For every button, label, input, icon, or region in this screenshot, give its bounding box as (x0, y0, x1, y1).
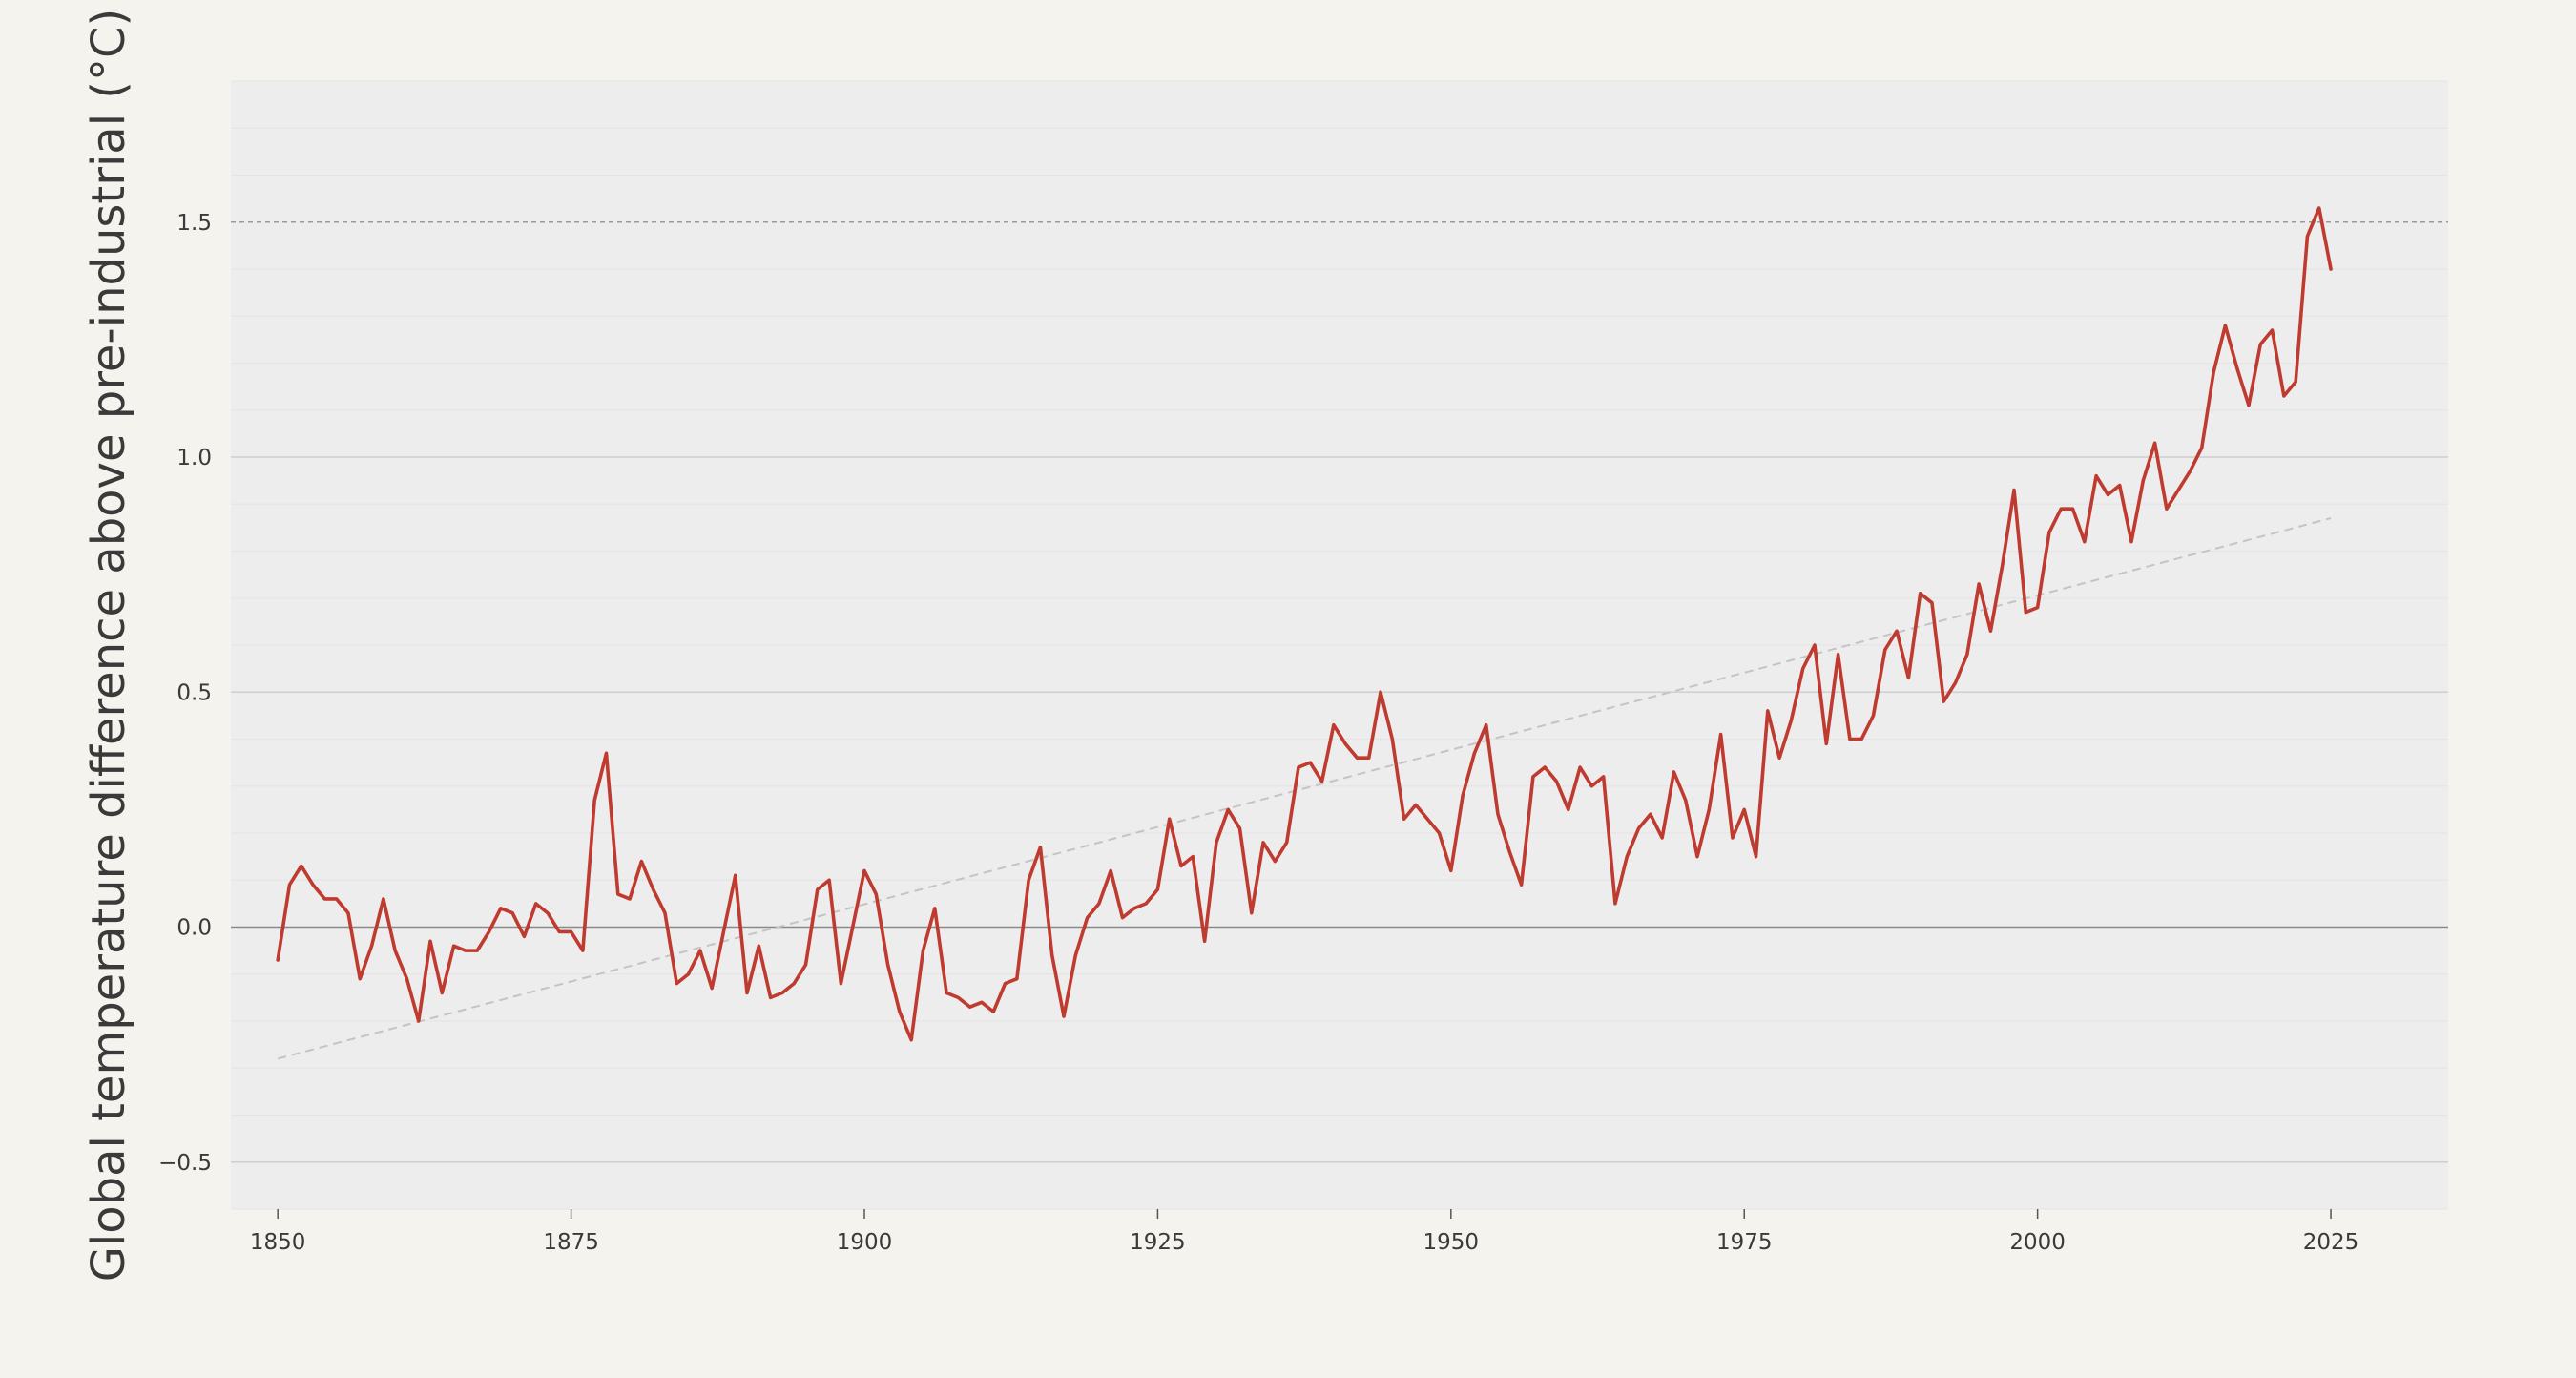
x-axis: 1850 1875 1900 1925 1950 1975 2000 2025 (250, 1209, 2358, 1255)
x-tick-label: 1925 (1130, 1230, 1186, 1255)
x-tick-label: 1900 (837, 1230, 893, 1255)
y-axis: −0.5 0.0 0.5 1.0 1.5 (158, 211, 212, 1176)
x-tick-label: 1875 (543, 1230, 599, 1255)
x-tick-label: 2025 (2303, 1230, 2359, 1255)
x-tick-label: 2000 (2009, 1230, 2066, 1255)
temperature-line (276, 206, 2333, 1042)
y-tick-label: 1.0 (177, 446, 212, 470)
x-tick-label: 1950 (1423, 1230, 1480, 1255)
x-tick-label: 1975 (1716, 1230, 1773, 1255)
y-tick-label: 0.5 (177, 680, 212, 705)
y-tick-label: −0.5 (158, 1151, 212, 1176)
x-tick-label: 1850 (250, 1230, 306, 1255)
trend-line (277, 517, 2332, 1060)
y-tick-label: 1.5 (177, 211, 212, 236)
grid (231, 80, 2448, 1210)
y-tick-label: 0.0 (177, 916, 212, 941)
y-axis-title: Global temperature difference above pre-… (82, 9, 135, 1283)
series-layer (276, 206, 2333, 1060)
reference-lines (231, 220, 2448, 929)
